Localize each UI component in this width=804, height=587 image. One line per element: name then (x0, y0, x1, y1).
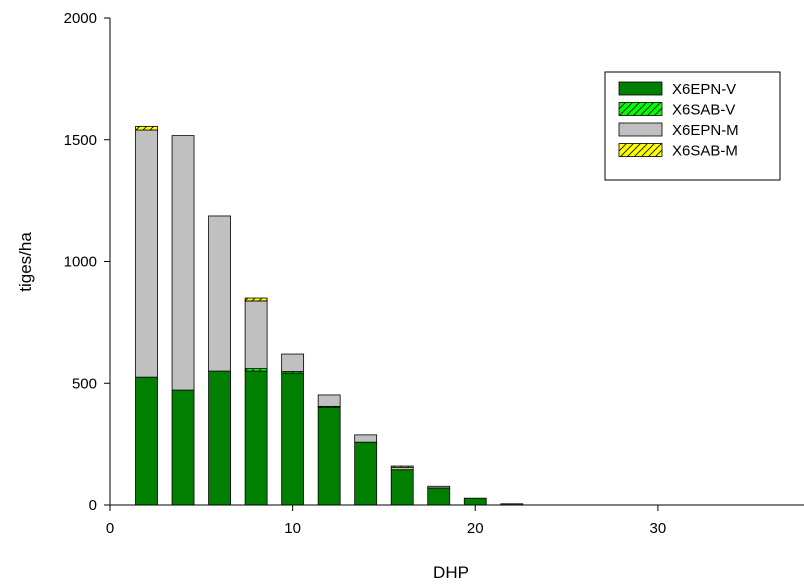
y-tick-label-1000: 1000 (64, 254, 97, 271)
bar-x6sab-m-2 (135, 125, 158, 131)
bars-layer (135, 125, 524, 506)
x-tick-label-0: 0 (106, 520, 114, 537)
bar-x6epn-v-8 (244, 370, 268, 506)
bar-x6epn-m-12 (317, 394, 341, 407)
bar-x6epn-v-10 (281, 372, 305, 506)
y-tick-label-0: 0 (89, 497, 97, 514)
legend-label-x6epn-m: X6EPN-M (672, 122, 739, 139)
x-tick-label-10: 10 (284, 520, 301, 537)
y-axis-title: tiges/ha (16, 232, 35, 292)
x-axis-title: DHP (433, 563, 469, 582)
legend-swatch-x6sab-m (618, 143, 663, 157)
bar-x6epn-m-8 (244, 300, 268, 370)
bar-x6epn-v-4 (171, 389, 195, 506)
bar-x6sab-m-8 (244, 297, 268, 302)
bar-x6epn-v-12 (317, 407, 341, 506)
ticks-layer: 0 500 1000 1500 2000 0 10 20 30 (64, 10, 667, 537)
legend-label-x6sab-v: X6SAB-V (672, 102, 735, 119)
bar-x6epn-v-2 (135, 376, 158, 506)
bar-x6epn-v-14 (354, 441, 378, 506)
bar-x6epn-v-20 (463, 497, 487, 506)
bar-x6epn-m-6 (208, 215, 231, 372)
bar-x6epn-m-4 (171, 135, 195, 391)
legend-label-x6epn-v: X6EPN-V (672, 81, 736, 98)
bar-x6epn-m-10 (281, 353, 305, 372)
legend-swatch-x6sab-v (618, 102, 663, 116)
legend-items: X6EPN-V X6SAB-V X6EPN-M X6SAB-M (618, 81, 739, 160)
y-tick-label-500: 500 (72, 375, 97, 392)
bar-x6epn-v-16 (390, 469, 414, 506)
legend-label-x6sab-m: X6SAB-M (672, 143, 738, 160)
legend-swatch-x6epn-m (618, 122, 663, 137)
bar-x6epn-m-14 (354, 434, 378, 443)
y-tick-label-1500: 1500 (64, 132, 97, 149)
bar-x6epn-v-6 (208, 370, 231, 506)
bar-x6sab-m-16 (390, 465, 414, 468)
x-tick-label-20: 20 (467, 520, 484, 537)
x-tick-label-30: 30 (650, 520, 667, 537)
y-tick-label-2000: 2000 (64, 10, 97, 27)
bar-x6epn-v-18 (427, 487, 451, 506)
legend: X6EPN-V X6SAB-V X6EPN-M X6SAB-M (604, 71, 781, 181)
bar-x6epn-m-2 (135, 129, 158, 378)
bar-x6epn-m-18 (427, 485, 451, 489)
legend-swatch-x6epn-v (618, 81, 663, 96)
